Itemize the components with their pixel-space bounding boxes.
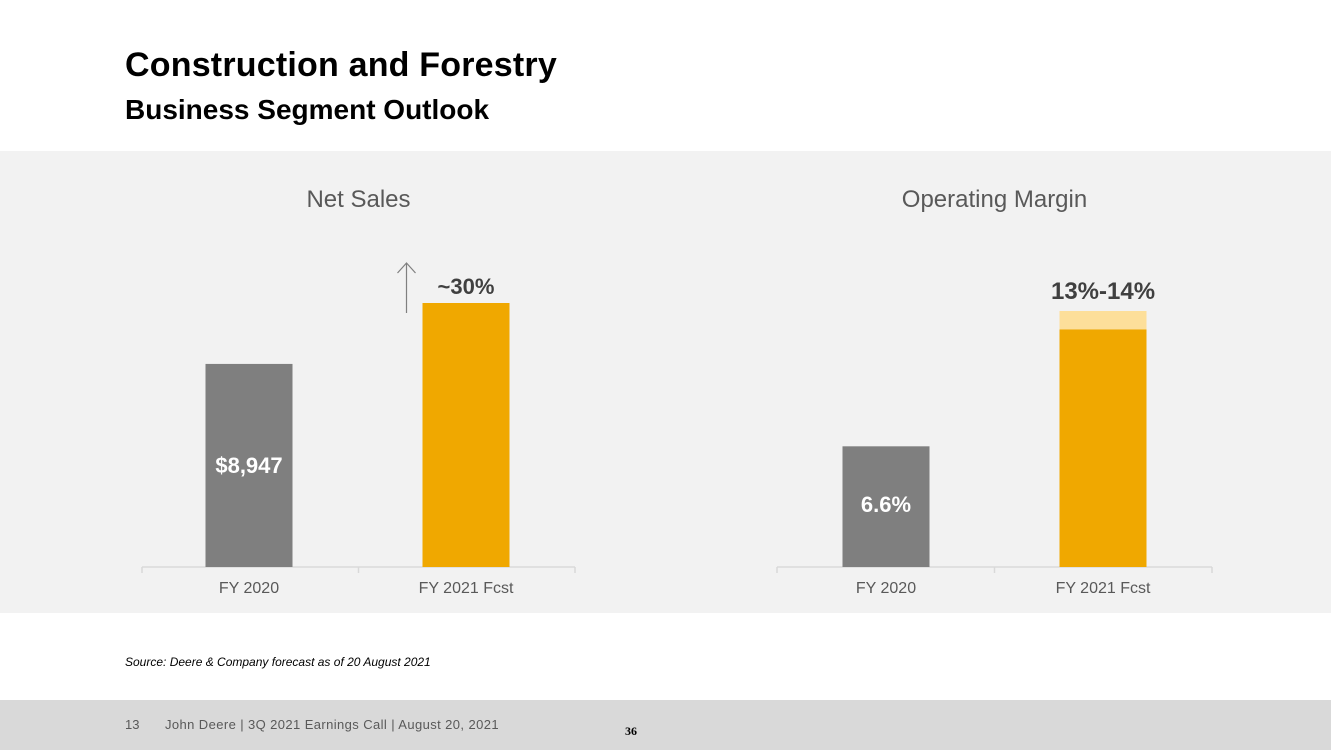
operating-margin-chart-title: Operating Margin	[902, 186, 1087, 213]
charts-panel: Net Sales FY 2020 FY 2021 Fcst $8,947 ~30% Op…	[0, 151, 1331, 613]
operating-margin-data-label-0: 6.6%	[861, 492, 911, 517]
source-note: Source: Deere & Company forecast as of 2…	[125, 655, 431, 669]
net-sales-category-label-1: FY 2021 Fcst	[419, 580, 514, 597]
net-sales-bar-fy2021-fcst	[422, 303, 510, 567]
footer-bar: 13 John Deere | 3Q 2021 Earnings Call | …	[0, 700, 1331, 750]
footer-text: John Deere | 3Q 2021 Earnings Call | Aug…	[165, 717, 499, 732]
page-subtitle: Business Segment Outlook	[125, 94, 490, 125]
slide-number: 36	[625, 724, 637, 738]
net-sales-chart-title: Net Sales	[306, 186, 410, 213]
up-arrow-icon	[397, 262, 416, 274]
operating-margin-bar-fy2021-fcst	[1059, 329, 1147, 567]
operating-margin-bar-range-fy2021-fcst	[1059, 311, 1147, 330]
operating-margin-bar-fy2020	[842, 446, 930, 567]
page-title: Construction and Forestry	[125, 46, 557, 84]
net-sales-annotation-label: ~30%	[438, 274, 495, 299]
page-number: 13	[125, 717, 140, 732]
operating-margin-category-label-1: FY 2021 Fcst	[1056, 580, 1151, 597]
operating-margin-data-label-1: 13%-14%	[1051, 278, 1155, 305]
net-sales-category-label-0: FY 2020	[219, 580, 279, 597]
operating-margin-category-label-0: FY 2020	[856, 580, 916, 597]
net-sales-data-label-0: $8,947	[215, 453, 282, 478]
charts-svg: Net Sales FY 2020 FY 2021 Fcst $8,947 ~30% Op…	[141, 186, 1213, 597]
net-sales-bar-fy2020	[205, 363, 293, 567]
